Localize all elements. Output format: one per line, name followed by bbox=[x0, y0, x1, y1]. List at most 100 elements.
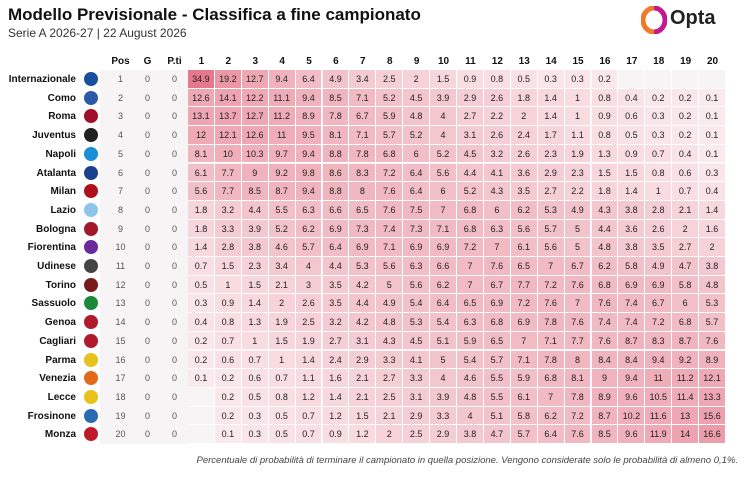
prob-cell: 8 bbox=[564, 350, 592, 370]
meta-cell: 19 bbox=[115, 410, 126, 421]
prob-cell: 2.6 bbox=[645, 219, 673, 239]
column-header: 6 bbox=[333, 56, 339, 67]
prob-cell: 0.3 bbox=[537, 70, 565, 89]
prob-cell: 6.9 bbox=[322, 219, 350, 239]
prob-cell: 9.6 bbox=[618, 425, 646, 444]
prob-cell: 6.2 bbox=[591, 257, 619, 276]
prob-cell: 6.1 bbox=[188, 163, 215, 183]
prob-cell: 14 bbox=[672, 425, 700, 444]
prob-cell: 11.1 bbox=[268, 88, 296, 108]
column-header: 9 bbox=[413, 56, 420, 67]
prob-cell: 4.1 bbox=[483, 163, 511, 183]
prob-cell: 0.8 bbox=[268, 387, 296, 407]
meta-cell: 0 bbox=[171, 242, 177, 253]
prob-cell: 3.4 bbox=[349, 70, 377, 89]
prob-cell: 5.9 bbox=[376, 107, 404, 127]
prob-cell: 2.7 bbox=[537, 182, 565, 201]
prob-cell: 1.1 bbox=[295, 369, 323, 388]
prob-cell: 2.9 bbox=[349, 350, 377, 370]
prob-cell: 7.4 bbox=[618, 294, 646, 314]
prob-cell: 2 bbox=[672, 219, 700, 239]
meta-cell: 0 bbox=[171, 130, 177, 141]
prob-cell: 1.4 bbox=[295, 350, 323, 370]
empty-cell bbox=[188, 387, 215, 407]
prob-cell: 2.7 bbox=[457, 107, 484, 127]
meta-cell: 0 bbox=[144, 410, 150, 421]
prob-cell: 11.2 bbox=[268, 107, 296, 127]
prob-cell: 5.3 bbox=[537, 200, 565, 220]
prob-cell: 6.8 bbox=[457, 200, 484, 220]
prob-cell: 0.9 bbox=[618, 144, 646, 164]
prob-cell: 8.8 bbox=[322, 144, 350, 164]
prob-cell: 1.5 bbox=[591, 163, 619, 183]
prob-cell: 3.9 bbox=[430, 88, 457, 108]
prob-cell: 7 bbox=[457, 257, 484, 276]
prob-cell: 6.2 bbox=[537, 406, 565, 426]
prob-cell: 1.4 bbox=[618, 182, 646, 201]
prob-cell: 5.3 bbox=[699, 294, 726, 314]
prob-cell: 5 bbox=[376, 275, 404, 295]
prob-cell: 0.7 bbox=[241, 350, 269, 370]
prob-cell: 8.7 bbox=[268, 182, 296, 201]
prob-cell: 0.5 bbox=[618, 126, 646, 145]
prob-cell: 12.7 bbox=[241, 70, 269, 89]
prob-cell: 6.7 bbox=[349, 107, 377, 127]
team-crest bbox=[84, 128, 98, 143]
title: Modello Previsionale - Classifica a fine… bbox=[8, 5, 421, 24]
column-header: 12 bbox=[491, 56, 503, 67]
prob-cell: 4.8 bbox=[591, 238, 619, 257]
meta-cell: 4 bbox=[117, 130, 123, 141]
prob-cell: 8.1 bbox=[564, 369, 592, 388]
prob-cell: 4.5 bbox=[403, 331, 431, 351]
prob-cell: 3.3 bbox=[376, 350, 404, 370]
prob-cell: 7.6 bbox=[564, 275, 592, 295]
prob-cell: 6.1 bbox=[510, 387, 538, 407]
prob-cell: 0.3 bbox=[699, 163, 726, 183]
prob-cell: 4.4 bbox=[349, 294, 377, 314]
team-name: Frosinone bbox=[27, 410, 76, 422]
prob-cell: 6.7 bbox=[645, 294, 673, 314]
prob-cell: 1.9 bbox=[268, 313, 296, 332]
team-crest bbox=[84, 72, 98, 86]
prob-cell: 0.9 bbox=[214, 294, 242, 314]
prob-cell: 1.5 bbox=[430, 70, 457, 89]
prob-cell: 6.8 bbox=[537, 369, 565, 388]
prob-cell: 11.9 bbox=[645, 425, 673, 444]
prob-cell: 5.5 bbox=[483, 369, 511, 388]
meta-cell: 0 bbox=[171, 335, 177, 346]
prob-cell: 9.4 bbox=[618, 369, 646, 388]
prob-cell: 1 bbox=[564, 107, 592, 127]
prob-cell: 7.7 bbox=[510, 275, 538, 295]
team-crest bbox=[84, 240, 98, 255]
prob-cell: 0.3 bbox=[645, 126, 673, 145]
prob-cell: 3.8 bbox=[618, 200, 646, 220]
prob-cell: 1 bbox=[214, 275, 242, 295]
prob-cell: 0.2 bbox=[214, 406, 242, 426]
prob-cell: 6.9 bbox=[483, 294, 511, 314]
prob-cell: 11 bbox=[645, 369, 673, 388]
prob-cell: 8.1 bbox=[188, 144, 215, 164]
prob-cell: 4.6 bbox=[268, 238, 296, 257]
meta-cell: 14 bbox=[115, 317, 126, 328]
empty-cell bbox=[672, 70, 700, 89]
prob-cell: 4.6 bbox=[457, 369, 484, 388]
prob-cell: 6.2 bbox=[295, 219, 323, 239]
prob-cell: 6.5 bbox=[483, 331, 511, 351]
prob-cell: 19.2 bbox=[214, 70, 242, 89]
team-crest bbox=[84, 90, 98, 105]
prob-cell: 0.1 bbox=[214, 425, 242, 444]
prob-cell: 1.1 bbox=[564, 126, 592, 145]
prob-cell: 6.7 bbox=[564, 257, 592, 276]
prob-cell: 6.4 bbox=[403, 182, 431, 201]
prob-cell: 6 bbox=[483, 200, 511, 220]
prob-cell: 9.5 bbox=[295, 126, 323, 145]
prob-cell: 7.2 bbox=[645, 313, 673, 332]
prob-cell: 0.9 bbox=[457, 70, 484, 89]
prob-cell: 0.5 bbox=[510, 70, 538, 89]
prob-cell: 0.1 bbox=[699, 144, 726, 164]
prob-cell: 0.2 bbox=[672, 107, 700, 127]
prob-cell: 4 bbox=[430, 369, 457, 388]
team-name: Fiorentina bbox=[27, 242, 76, 254]
prob-cell: 6.4 bbox=[537, 425, 565, 444]
meta-cell: 0 bbox=[144, 130, 150, 141]
